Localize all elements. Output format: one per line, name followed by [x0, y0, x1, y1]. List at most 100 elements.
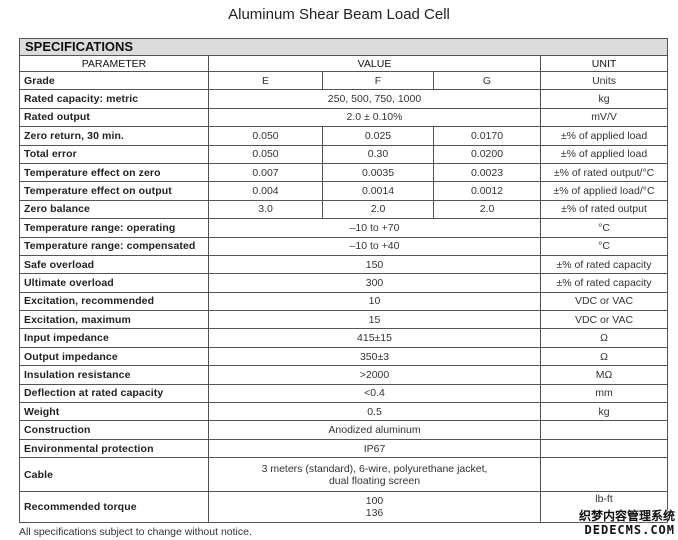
table-row: Safe overload 150 ±% of rated capacity	[19, 254, 669, 275]
section-header: SPECIFICATIONS	[18, 38, 669, 56]
table-row: Cable 3 meters (standard), 6-wire, polyur…	[19, 457, 669, 493]
parameter-cell: Output impedance	[19, 346, 209, 367]
unit-cell: MΩ	[539, 365, 669, 385]
value-cell: 3 meters (standard), 6-wire, polyurethan…	[208, 457, 541, 493]
value-cell-f: 0.0014	[322, 181, 434, 201]
value-cell-f: 0.025	[322, 126, 434, 146]
parameter-cell: Excitation, maximum	[19, 310, 209, 330]
table-row: Excitation, recommended 10 VDC or VAC	[19, 291, 669, 312]
value-cell: >2000	[208, 365, 541, 385]
value-cell: –10 to +70	[208, 218, 541, 238]
parameter-cell: Total error	[19, 144, 209, 164]
parameter-cell: Zero return, 30 min.	[19, 126, 209, 146]
unit-cell: °C	[539, 218, 669, 238]
unit-cell: kg	[539, 89, 669, 109]
table-row: Temperature range: operating –10 to +70 °C	[19, 218, 669, 238]
unit-cell	[539, 420, 669, 440]
parameter-cell: Excitation, recommended	[19, 291, 209, 312]
parameter-cell: Deflection at rated capacity	[19, 383, 209, 404]
value-cell: 10	[208, 291, 541, 312]
section-header-row: SPECIFICATIONS	[18, 38, 669, 56]
parameter-cell: Temperature range: operating	[19, 218, 209, 238]
value-cell-e: 0.050	[208, 144, 323, 164]
value-cell-g: 0.0170	[433, 126, 541, 146]
value-cell-e: 0.050	[208, 126, 323, 146]
table-row: Deflection at rated capacity <0.4 mm	[19, 383, 669, 404]
unit-cell: VDC or VAC	[539, 310, 669, 330]
table-row: Rated output 2.0 ± 0.10% mV/V	[19, 107, 669, 128]
table-row: Zero balance 3.0 2.0 2.0 ±% of rated output	[19, 199, 669, 220]
table-row: Zero return, 30 min. 0.050 0.025 0.0170 ±% o…	[19, 126, 669, 146]
watermark-logo: 织梦内容管理系统 DEDECMS.COM	[579, 509, 675, 537]
unit-cell: Ω	[539, 328, 669, 348]
unit-cell: Units	[539, 70, 669, 91]
value-cell-g: 0.0012	[433, 181, 541, 201]
table-row: Output impedance 350±3 Ω	[19, 346, 669, 367]
unit-cell	[539, 438, 669, 459]
table-row: Total error 0.050 0.30 0.0200 ±% of applied …	[19, 144, 669, 164]
table-row: Environmental protection IP67	[19, 438, 669, 459]
parameter-cell: Weight	[19, 402, 209, 422]
parameter-cell: Temperature effect on output	[19, 181, 209, 201]
footer-note: All specifications subject to change wit…	[19, 526, 252, 539]
column-header-parameter: PARAMETER	[19, 55, 209, 72]
unit-cell: kg	[539, 402, 669, 422]
value-cell-g: 2.0	[433, 199, 541, 220]
table-row: Temperature effect on output 0.004 0.0014 0…	[19, 181, 669, 201]
table-row: Excitation, maximum 15 VDC or VAC	[19, 310, 669, 330]
table-row: Input impedance 415±15 Ω	[19, 328, 669, 348]
value-cell-f: 2.0	[322, 199, 434, 220]
unit-cell: Ω	[539, 346, 669, 367]
value-cell: 300	[208, 273, 541, 293]
value-cell-f: 0.30	[322, 144, 434, 164]
table-row: Construction Anodized aluminum	[19, 420, 669, 440]
value-cell: 15	[208, 310, 541, 330]
value-cell: 415±15	[208, 328, 541, 348]
table-row: Insulation resistance >2000 MΩ	[19, 365, 669, 385]
parameter-cell: Rated capacity: metric	[19, 89, 209, 109]
value-cell-g: G	[433, 70, 541, 91]
value-cell: Anodized aluminum	[208, 420, 541, 440]
specifications-table: SPECIFICATIONS PARAMETER VALUE UNIT Grad…	[18, 38, 669, 524]
value-cell-f: F	[322, 70, 434, 91]
value-cell-e: 0.007	[208, 162, 323, 183]
unit-cell: °C	[539, 236, 669, 256]
value-cell-e: 0.004	[208, 181, 323, 201]
value-cell: 250, 500, 750, 1000	[208, 89, 541, 109]
watermark-line2: DEDECMS.COM	[584, 523, 675, 537]
value-cell: <0.4	[208, 383, 541, 404]
value-cell: IP67	[208, 438, 541, 459]
value-cell: 0.5	[208, 402, 541, 422]
unit-cell: lb-ft	[539, 491, 669, 524]
unit-cell: mV/V	[539, 107, 669, 128]
unit-cell	[539, 457, 669, 493]
table-row: Recommended torque 100 136 lb-ft	[19, 491, 669, 524]
unit-cell: mm	[539, 383, 669, 404]
value-cell-e: E	[208, 70, 323, 91]
unit-cell: VDC or VAC	[539, 291, 669, 312]
parameter-cell: Cable	[19, 457, 209, 493]
column-header-row: PARAMETER VALUE UNIT	[19, 55, 669, 72]
parameter-cell: Safe overload	[19, 254, 209, 275]
watermark-line1: 织梦内容管理系统	[578, 509, 675, 523]
unit-cell: ±% of applied load	[539, 144, 669, 164]
unit-cell: ±% of rated capacity	[539, 254, 669, 275]
table-row: Rated capacity: metric 250, 500, 750, 100…	[19, 89, 669, 109]
value-cell: 100 136	[208, 491, 541, 524]
unit-cell: ±% of rated capacity	[539, 273, 669, 293]
parameter-cell: Zero balance	[19, 199, 209, 220]
table-row: Grade E F G Units	[19, 70, 669, 91]
value-cell: 2.0 ± 0.10%	[208, 107, 541, 128]
parameter-cell: Ultimate overload	[19, 273, 209, 293]
table-row: Temperature effect on zero 0.007 0.0035 0.0…	[19, 162, 669, 183]
parameter-cell: Input impedance	[19, 328, 209, 348]
table-row: Temperature range: compensated –10 to +40…	[19, 236, 669, 256]
table-row: Weight 0.5 kg	[19, 402, 669, 422]
value-cell-g: 0.0200	[433, 144, 541, 164]
column-header-unit: UNIT	[539, 55, 669, 72]
parameter-cell: Temperature effect on zero	[19, 162, 209, 183]
parameter-cell: Recommended torque	[19, 491, 209, 524]
parameter-cell: Construction	[19, 420, 209, 440]
value-cell: 150	[208, 254, 541, 275]
parameter-cell: Grade	[19, 70, 209, 91]
